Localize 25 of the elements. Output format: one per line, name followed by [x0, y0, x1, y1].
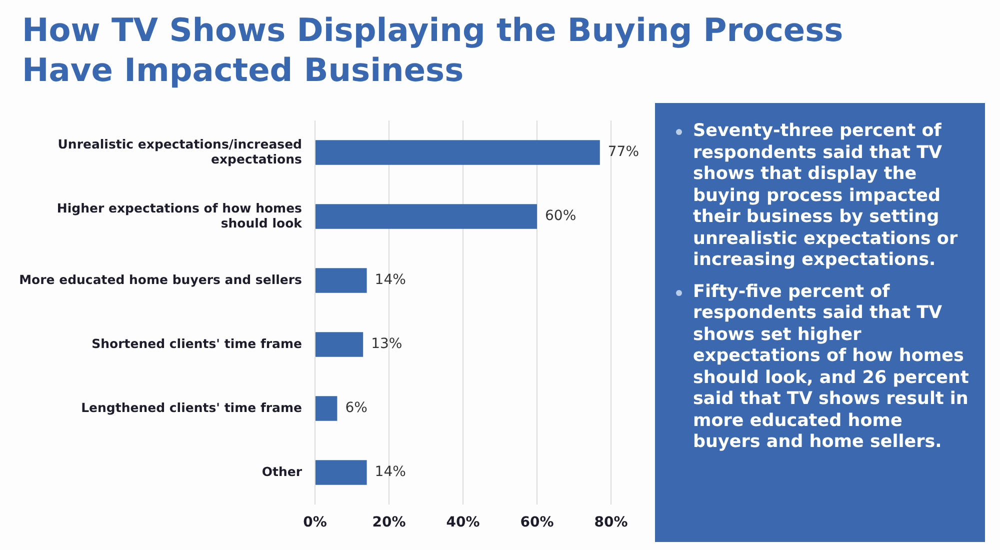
y-tick-label: Shortened clients' time frame	[92, 336, 302, 351]
data-label: 6%	[345, 400, 368, 416]
data-label: 77%	[608, 144, 640, 160]
y-tick-label: Lengthened clients' time frame	[81, 400, 302, 415]
y-tick-label: More educated home buyers and sellers	[19, 272, 302, 287]
bar	[316, 140, 600, 165]
x-tick-label: 0%	[303, 514, 327, 531]
data-label: 14%	[374, 464, 406, 480]
chart-title: How TV Shows Displaying the Buying Process Have Impacted Business	[22, 10, 844, 90]
y-tick-label: Higher expectations of how homes should look	[56, 200, 303, 230]
bar	[316, 204, 537, 229]
y-tick-label: Unrealistic expectations/increased expectations	[58, 136, 302, 166]
data-label: 60%	[545, 208, 576, 224]
data-label: 13%	[371, 336, 402, 352]
bar	[316, 396, 338, 421]
y-tick-label: Other	[262, 464, 303, 479]
bar	[316, 460, 367, 485]
bar	[316, 332, 364, 357]
text-panel: Seventy-three percent of respondents said that TV shows that display the buying process impacted their business by setting unrealistic expectations or increasing expectations. Fifty-five percent of respondents said that TV shows set higher expectations of how homes should look, and 26 percent said that TV shows result in more educated home buyers and home sellers.	[655, 103, 985, 542]
x-tick-label: 80%	[594, 514, 628, 531]
x-tick-label: 20%	[372, 514, 406, 531]
data-label: 14%	[374, 272, 406, 288]
bar	[316, 268, 367, 293]
x-tick-label: 40%	[446, 514, 480, 531]
x-tick-label: 60%	[520, 514, 554, 531]
